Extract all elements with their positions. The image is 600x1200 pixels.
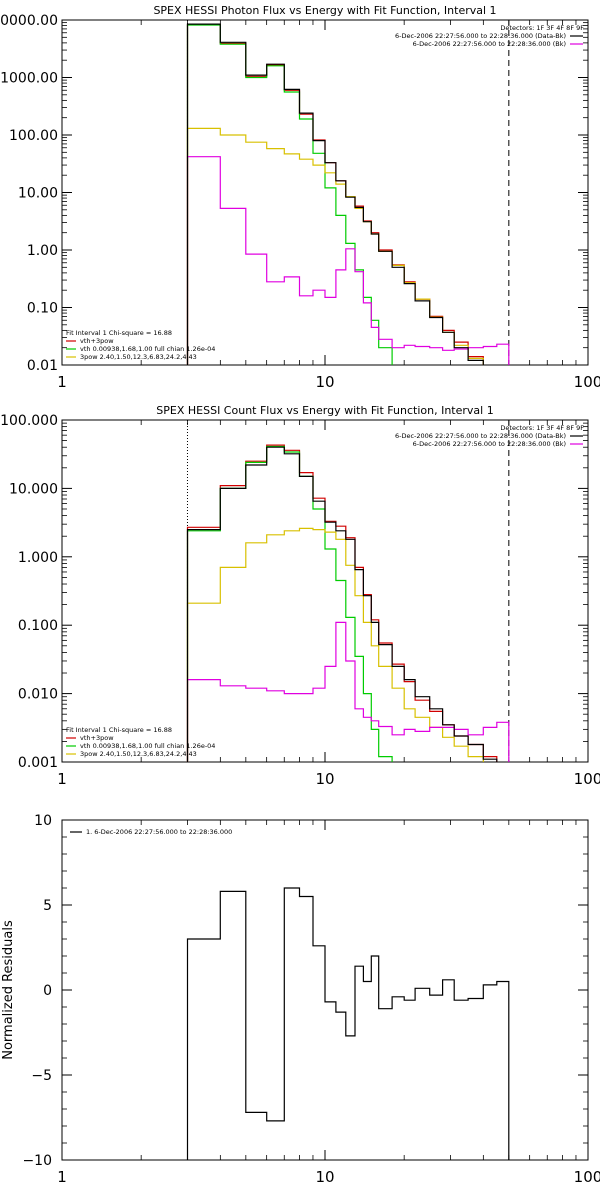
y-axis: 0.001 0.010 0.100 1.000 10.000 100.000	[0, 413, 588, 771]
x-tick-label: 10	[315, 373, 334, 391]
x-axis: 1 10 100	[57, 420, 600, 788]
series-line-1	[186, 24, 484, 365]
y-tick-label: 1.00	[27, 243, 58, 259]
y-tick-label: 1.000	[18, 550, 58, 566]
legend: Detectors: 1F 3F 4F 8F 9F6-Dec-2006 22:2…	[66, 24, 584, 361]
legend-header: Detectors: 1F 3F 4F 8F 9F	[500, 24, 584, 32]
y-tick-label: 5	[43, 898, 52, 914]
series-line-4	[186, 156, 510, 365]
chart-title: SPEX HESSI Photon Flux vs Energy with Fi…	[153, 4, 496, 17]
legend-entry: 6-Dec-2006 22:27:56.000 to 22:28:36.000 …	[413, 40, 566, 48]
y-tick-label: 1000.00	[0, 71, 58, 87]
panel-3: 1 10 100 10 5 0 −5 −10 Normalized Residuals 1. 6-…	[1, 813, 600, 1186]
x-tick-label: 10	[315, 770, 334, 788]
x-tick-label: 10	[315, 1168, 334, 1186]
x-tick-label: 1	[57, 770, 67, 788]
y-tick-label: 0.001	[18, 755, 58, 771]
y-tick-label: 0.01	[27, 358, 58, 374]
fit-legend-entry: 3pow 2.40,1.50,12.3,6.83,24.2,4.43	[80, 353, 197, 361]
fit-legend-entry: vth 0.00938,1.68,1.00 full chian 1.26e-0…	[80, 742, 215, 750]
series-line-2	[186, 445, 393, 762]
legend-entry: 1. 6-Dec-2006 22:27:56.000 to 22:28:36.0…	[86, 828, 232, 836]
series-group	[186, 23, 510, 365]
series-line-5	[186, 446, 498, 762]
y-tick-label: 10000.00	[0, 13, 58, 29]
fit-legend-header: Fit Interval 1 Chi-square = 16.88	[66, 726, 172, 734]
y-tick-label: 0.010	[18, 687, 58, 703]
series-line-3	[186, 527, 484, 762]
panel-1: SPEX HESSI Photon Flux vs Energy with Fi…	[0, 4, 600, 391]
legend-entry: 6-Dec-2006 22:27:56.000 to 22:28:36.000 …	[413, 440, 566, 448]
series-line-3	[186, 127, 484, 365]
series-group	[186, 444, 510, 762]
y-axis: 10 5 0 −5 −10	[22, 813, 588, 1169]
chart-title: SPEX HESSI Count Flux vs Energy with Fit…	[156, 404, 493, 417]
fit-legend-entry: vth+3pow	[80, 734, 114, 742]
y-tick-label: 10.000	[9, 481, 58, 497]
y-tick-label: −10	[22, 1153, 52, 1169]
fit-legend-entry: 3pow 2.40,1.50,12.3,6.83,24.2,4.43	[80, 750, 197, 758]
legend-entry: 6-Dec-2006 22:27:56.000 to 22:28:36.000 …	[395, 32, 566, 40]
x-tick-label: 100	[574, 1168, 600, 1186]
y-tick-label: 100.000	[0, 413, 58, 429]
fit-legend-entry: vth+3pow	[80, 337, 114, 345]
y-tick-label: 10.00	[18, 186, 58, 202]
legend-header: Detectors: 1F 3F 4F 8F 9F	[500, 424, 584, 432]
y-tick-label: 0	[43, 983, 52, 999]
series-line-1	[186, 444, 498, 762]
x-axis: 1 10 100	[57, 20, 600, 391]
fit-legend-header: Fit Interval 1 Chi-square = 16.88	[66, 329, 172, 337]
y-tick-label: 0.100	[18, 618, 58, 634]
legend: Detectors: 1F 3F 4F 8F 9F6-Dec-2006 22:2…	[66, 424, 584, 758]
x-tick-label: 1	[57, 1168, 67, 1186]
y-tick-label: −5	[31, 1068, 52, 1084]
legend: 1. 6-Dec-2006 22:27:56.000 to 22:28:36.0…	[70, 828, 232, 836]
x-tick-label: 1	[57, 373, 67, 391]
legend-entry: 6-Dec-2006 22:27:56.000 to 22:28:36.000 …	[395, 432, 566, 440]
y-tick-label: 100.00	[9, 128, 58, 144]
fit-legend-entry: vth 0.00938,1.68,1.00 full chian 1.26e-0…	[80, 345, 215, 353]
series-line-4	[186, 621, 510, 762]
y-tick-label: 10	[34, 813, 52, 829]
x-tick-label: 100	[574, 770, 600, 788]
series-line-5	[186, 23, 484, 365]
series-group	[186, 887, 510, 1160]
y-axis: 0.01 0.10 1.00 10.00 100.00 1000.00 10000.00	[0, 13, 588, 374]
y-axis-label: Normalized Residuals	[1, 920, 16, 1060]
x-tick-label: 100	[574, 373, 600, 391]
panel-2: SPEX HESSI Count Flux vs Energy with Fit…	[0, 404, 600, 788]
y-tick-label: 0.10	[27, 301, 58, 317]
x-axis: 1 10 100	[57, 820, 600, 1186]
series-line-1	[186, 887, 510, 1160]
